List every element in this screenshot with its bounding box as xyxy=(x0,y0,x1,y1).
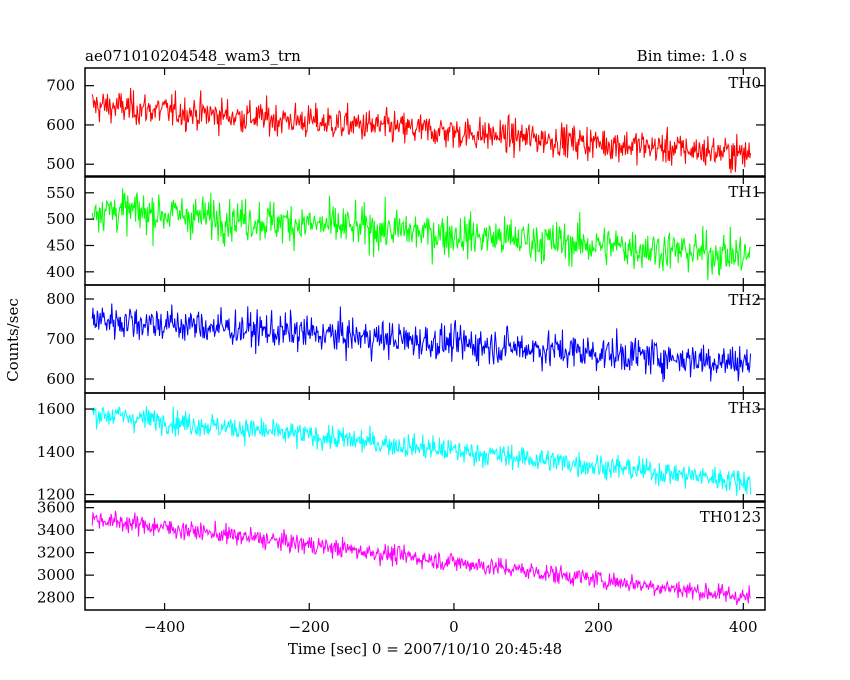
y-tick-label-th0123: 3600 xyxy=(37,499,75,517)
x-tick-label: 200 xyxy=(584,618,613,636)
bin-time-label: Bin time: 1.0 s xyxy=(637,47,747,65)
y-tick-label-th0123: 3400 xyxy=(37,521,75,539)
series-th2-line xyxy=(91,303,752,383)
panel-label-th1: TH1 xyxy=(728,183,761,201)
panel-label-th2: TH2 xyxy=(728,291,761,309)
y-tick-label-th2: 600 xyxy=(46,370,75,388)
panel-frame-th0123 xyxy=(84,501,766,611)
series-th0123-line xyxy=(91,510,752,606)
series-th0-line xyxy=(91,87,752,174)
y-tick-label-th3: 1600 xyxy=(37,400,75,418)
panel-label-th0123: TH0123 xyxy=(700,508,761,526)
y-tick-label-th3: 1400 xyxy=(37,443,75,461)
panel-frame-th3 xyxy=(84,392,766,502)
y-tick-label-th3: 1200 xyxy=(37,486,75,504)
y-tick-label-th2: 700 xyxy=(46,330,75,348)
y-tick-label-th1: 500 xyxy=(46,210,75,228)
panel-frame-th0 xyxy=(84,67,766,177)
panels-group: 500 600 700 TH0 400 450 500 550 TH1 600 700 800 TH2 1… xyxy=(37,67,766,636)
panel-label-th0: TH0 xyxy=(728,74,761,92)
y-tick-label-th1: 450 xyxy=(46,236,75,254)
x-tick-label: −200 xyxy=(289,618,330,636)
x-axis-label: Time [sec] 0 = 2007/10/10 20:45:48 xyxy=(288,640,562,658)
y-axis-label: Counts/sec xyxy=(4,298,22,382)
y-tick-label-th0: 700 xyxy=(46,77,75,95)
y-tick-label-th0123: 3000 xyxy=(37,566,75,584)
x-tick-label: −400 xyxy=(144,618,185,636)
series-th1-line xyxy=(91,188,751,281)
y-tick-label-th0: 600 xyxy=(46,116,75,134)
x-tick-label: 400 xyxy=(729,618,758,636)
x-tick-label: 0 xyxy=(449,618,459,636)
y-tick-label-th1: 550 xyxy=(46,184,75,202)
y-tick-label-th0123: 3200 xyxy=(37,544,75,562)
chart-title: ae071010204548_wam3_trn xyxy=(85,47,301,65)
y-tick-label-th1: 400 xyxy=(46,263,75,281)
y-tick-label-th2: 800 xyxy=(46,290,75,308)
y-tick-label-th0: 500 xyxy=(46,155,75,173)
y-tick-label-th0123: 2800 xyxy=(37,589,75,607)
series-th3-line xyxy=(91,406,752,496)
panel-label-th3: TH3 xyxy=(728,399,761,417)
